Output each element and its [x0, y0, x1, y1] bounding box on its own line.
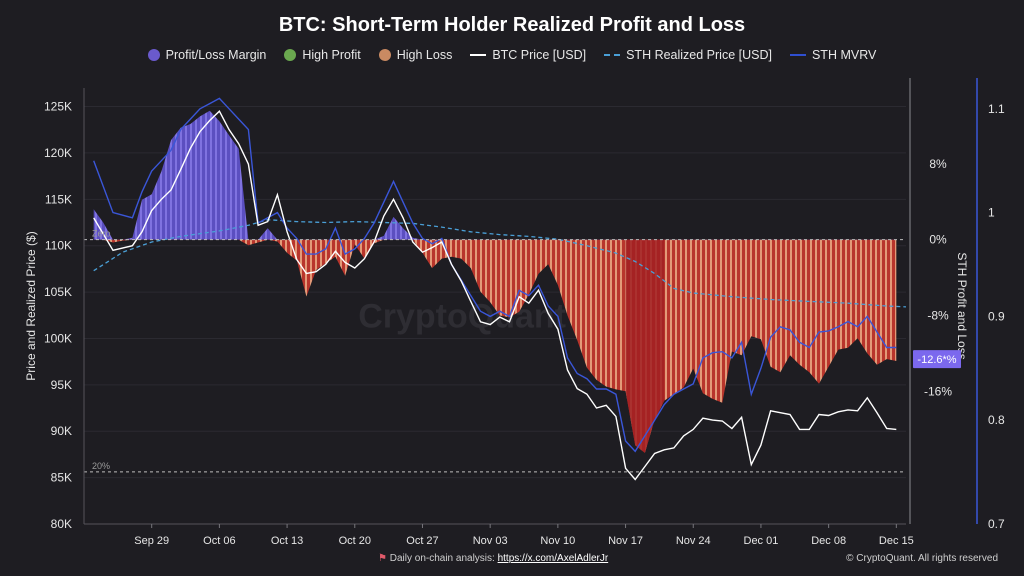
x-tick-label: Nov 24: [676, 535, 711, 547]
y-right-tick-label: 0.9: [988, 309, 1005, 323]
x-tick-label: Dec 01: [744, 535, 779, 547]
y-right-tick-label: 0.7: [988, 517, 1005, 531]
legend-swatch: [284, 49, 297, 61]
legend-label: Profit/Loss Margin: [165, 48, 267, 62]
x-tick-label: Nov 10: [540, 535, 575, 547]
y-mid-tick-label: 8%: [929, 157, 947, 171]
y-left-tick-label: 95K: [51, 378, 72, 392]
legend-label: STH Realized Price [USD]: [626, 48, 772, 62]
legend-label: BTC Price [USD]: [492, 48, 587, 62]
y-left-tick-label: 85K: [51, 471, 72, 485]
y-left-tick-label: 105K: [44, 285, 72, 299]
x-tick-label: Oct 20: [339, 535, 371, 547]
y-mid-tick-label: -8%: [927, 308, 949, 322]
y-left-tick-label: 90K: [51, 424, 72, 438]
legend-item[interactable]: Profit/Loss Margin: [147, 48, 267, 62]
y-left-tick-label: 80K: [51, 517, 72, 531]
y-left-tick-label: 120K: [44, 146, 72, 160]
y-left-tick-label: 100K: [44, 331, 72, 345]
watermark: CryptoQuant: [358, 297, 566, 335]
chart-title: BTC: Short-Term Holder Realized Profit a…: [278, 14, 746, 36]
y-mid-tick-label: -16%: [924, 384, 952, 398]
x-tick-label: Oct 27: [406, 535, 438, 547]
loss-area: [93, 239, 897, 453]
x-tick-label: Nov 17: [608, 535, 643, 547]
legend-item[interactable]: STH Realized Price [USD]: [604, 48, 772, 62]
profit-area: [93, 110, 897, 240]
flag-icon: ⚑: [378, 553, 387, 564]
current-value-badge: [913, 350, 961, 369]
reference-label: Zero: [92, 229, 111, 239]
reference-label: 20%: [92, 461, 110, 471]
sth-realized-price-line: [93, 219, 906, 308]
legend-swatch: [470, 54, 487, 56]
legend-swatch: [789, 54, 806, 56]
y-left-tick-label: 125K: [44, 100, 72, 114]
current-value-label: -12.6*%: [917, 354, 956, 366]
y-mid-axis-label: STH Profit and Loss: [955, 252, 969, 359]
legend-item[interactable]: High Profit: [284, 48, 361, 62]
y-right-tick-label: 1: [988, 206, 995, 220]
legend-label: High Loss: [396, 48, 453, 62]
footer-analysis: ⚑ Daily on-chain analysis: https://x.com…: [378, 553, 608, 564]
sth-mvrv-line: [93, 97, 897, 453]
high-loss-band: [625, 239, 665, 453]
legend-swatch: [147, 49, 160, 61]
x-tick-label: Dec 15: [879, 535, 914, 547]
legend-swatch: [378, 49, 391, 61]
series-group: [93, 97, 906, 481]
legend-item[interactable]: STH MVRV: [789, 48, 877, 62]
footer-text: Daily on-chain analysis:: [389, 553, 498, 564]
y-left-tick-label: 110K: [45, 239, 72, 253]
y-right-tick-label: 0.8: [988, 413, 1005, 427]
x-tick-label: Dec 08: [811, 535, 846, 547]
legend-label: High Profit: [302, 48, 361, 62]
legend-item[interactable]: BTC Price [USD]: [470, 48, 586, 62]
x-tick-label: Nov 03: [473, 535, 508, 547]
y-left-tick-label: 115K: [45, 192, 72, 206]
x-tick-label: Sep 29: [134, 535, 169, 547]
btc-price-line: [93, 110, 897, 481]
legend-label: STH MVRV: [811, 48, 877, 62]
copyright: © CryptoQuant. All rights reserved: [846, 553, 998, 564]
y-right-tick-label: 1.1: [988, 102, 1005, 116]
y-mid-tick-label: 0%: [929, 233, 947, 247]
footer-link[interactable]: https://x.com/AxelAdlerJr: [497, 553, 609, 564]
chart-legend: Profit/Loss Margin High Profit High Loss BT…: [0, 48, 1024, 62]
x-tick-label: Oct 13: [271, 535, 303, 547]
legend-swatch: [604, 54, 621, 56]
x-tick-label: Oct 06: [203, 535, 235, 547]
y-left-axis-label: Price and Realized Price ($): [24, 231, 38, 380]
legend-item[interactable]: High Loss: [378, 48, 453, 62]
